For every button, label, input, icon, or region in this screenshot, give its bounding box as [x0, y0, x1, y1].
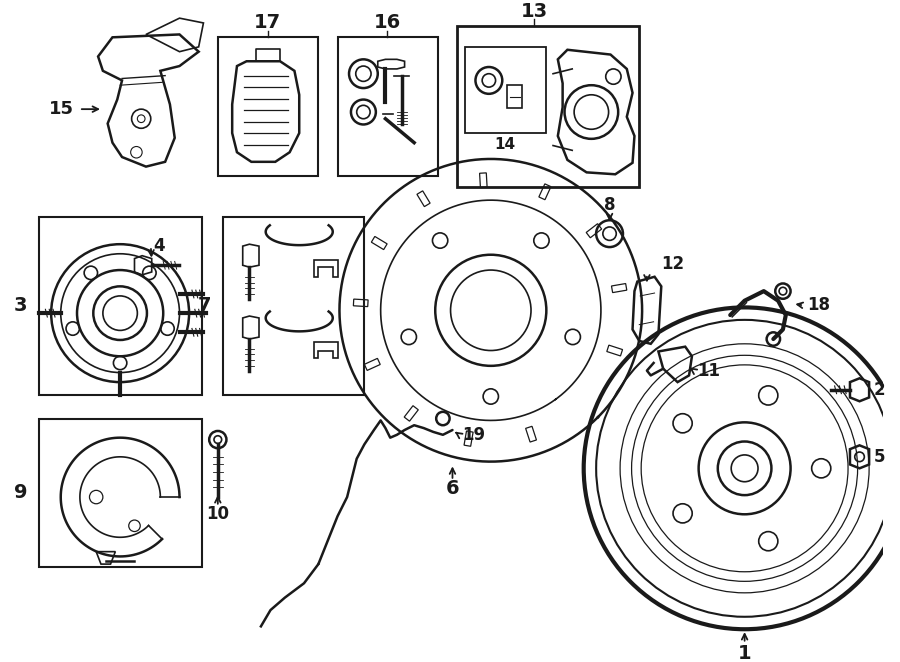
Text: 1: 1 [738, 643, 752, 662]
Bar [39, 217, 202, 395]
Bar [222, 217, 364, 395]
Bar [607, 345, 623, 356]
Bar [465, 47, 546, 133]
Bar [372, 236, 387, 250]
Text: 16: 16 [374, 13, 401, 32]
Bar [338, 37, 438, 176]
Bar [218, 37, 319, 176]
Text: 9: 9 [14, 483, 27, 502]
Text: 14: 14 [495, 137, 516, 152]
Text: 3: 3 [14, 296, 27, 315]
Bar [480, 173, 487, 187]
Text: 13: 13 [520, 2, 547, 21]
Text: 6: 6 [446, 479, 459, 498]
Text: 18: 18 [807, 297, 830, 314]
Text: 15: 15 [50, 100, 74, 118]
Bar [404, 406, 419, 421]
Text: 12: 12 [662, 256, 684, 273]
Bar [39, 418, 202, 567]
Bar [457, 26, 639, 187]
Text: 17: 17 [254, 13, 281, 32]
Bar [354, 299, 368, 307]
Text: 8: 8 [604, 196, 616, 214]
Text: 7: 7 [198, 296, 212, 315]
Text: 2: 2 [874, 381, 886, 399]
Bar [586, 224, 602, 238]
Bar [539, 184, 551, 200]
Bar [364, 358, 380, 371]
Text: 11: 11 [697, 361, 720, 379]
Text: 10: 10 [206, 505, 230, 523]
Bar [417, 191, 430, 207]
Bar [464, 431, 473, 446]
Text: 19: 19 [462, 426, 485, 444]
Text: 4: 4 [154, 237, 166, 255]
Bar [611, 283, 626, 293]
Bar [526, 426, 536, 442]
Text: 5: 5 [874, 448, 886, 466]
